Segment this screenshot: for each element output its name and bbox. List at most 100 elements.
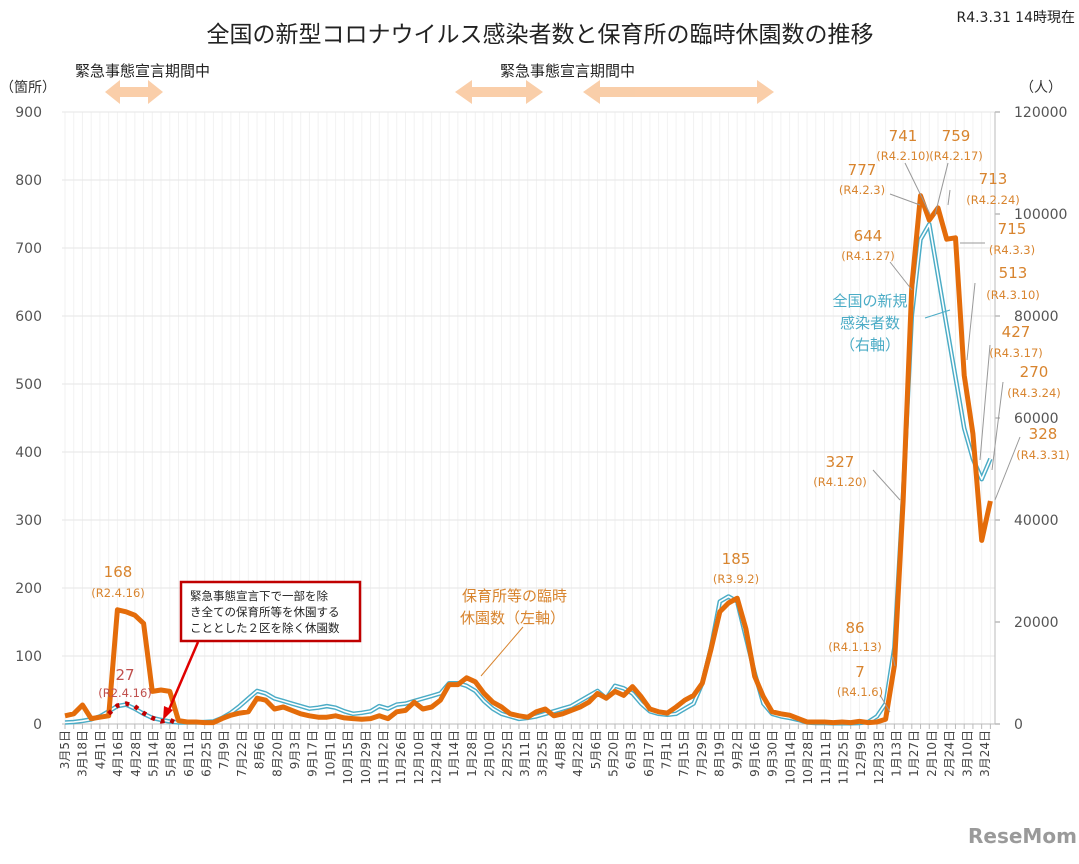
callout-text: き全ての保育所等を休園する <box>190 605 340 619</box>
left-tick-label: 200 <box>15 581 42 597</box>
left-tick-label: 900 <box>15 105 42 121</box>
x-tick-label: 4月22日 <box>571 730 585 777</box>
x-tick-label: 3月18日 <box>76 730 90 777</box>
cases-series-label: （右軸） <box>840 336 900 354</box>
data-label-value: 513 <box>999 264 1028 282</box>
x-tick-label: 2月24日 <box>943 730 957 777</box>
x-tick-label: 9月30日 <box>766 730 780 777</box>
x-tick-label: 5月20日 <box>606 730 620 777</box>
x-tick-label: 11月11日 <box>819 730 833 785</box>
data-label-value: 713 <box>979 170 1008 188</box>
data-label-date: (R4.1.13) <box>828 640 882 654</box>
data-label-value: 185 <box>722 550 751 568</box>
right-axis-unit: （人） <box>1020 80 1062 96</box>
data-label-value: 427 <box>1002 323 1031 341</box>
x-tick-label: 5月28日 <box>164 730 178 777</box>
x-tick-label: 6月25日 <box>200 730 214 777</box>
data-label-date: (R2.4.16) <box>91 586 145 600</box>
logo: ReseMom <box>968 824 1077 848</box>
x-tick-label: 3月11日 <box>518 730 532 777</box>
left-tick-label: 500 <box>15 377 42 393</box>
x-tick-label: 3月24日 <box>978 730 992 777</box>
x-tick-label: 8月20日 <box>270 730 284 777</box>
data-label-value: 86 <box>845 619 864 637</box>
data-label-date: (R4.3.10) <box>986 288 1040 302</box>
emergency-period-arrows <box>105 80 774 104</box>
cases-series-label: 感染者数 <box>840 314 900 332</box>
as-of-date: R4.3.31 14時現在 <box>956 10 1075 26</box>
x-tick-label: 4月16日 <box>111 730 125 777</box>
data-label-date: (R3.9.2) <box>713 572 759 586</box>
x-tick-label: 10月15日 <box>341 730 355 785</box>
left-axis-unit: （箇所） <box>0 79 56 96</box>
data-label-date: (R4.3.3) <box>989 243 1035 257</box>
x-tick-label: 6月3日 <box>624 730 638 769</box>
x-tick-label: 10月28日 <box>801 730 815 785</box>
x-tick-label: 9月3日 <box>288 730 302 769</box>
x-tick-label: 3月10日 <box>960 730 974 777</box>
x-tick-label: 4月8日 <box>553 730 567 769</box>
data-label-leader <box>992 382 1003 470</box>
right-tick-label: 0 <box>1014 717 1023 733</box>
data-label-value: 328 <box>1029 425 1058 443</box>
x-tick-label: 12月23日 <box>872 730 886 785</box>
data-label-leader <box>935 163 948 215</box>
x-tick-label: 10月14日 <box>783 730 797 785</box>
double-arrow-icon <box>105 80 163 104</box>
x-tick-label: 10月1日 <box>323 730 337 777</box>
x-tick-label: 4月28日 <box>129 730 143 777</box>
data-label-date: (R2.4.16) <box>98 686 152 700</box>
callout-arrow <box>168 642 198 712</box>
x-tick-label: 9月2日 <box>730 730 744 769</box>
data-label-value: 777 <box>848 161 877 179</box>
x-tick-label: 7月1日 <box>660 730 674 769</box>
left-tick-label: 800 <box>15 173 42 189</box>
emergency-period-label-2: 緊急事態宣言期間中 <box>500 62 635 80</box>
x-tick-label: 1月13日 <box>890 730 904 777</box>
x-tick-label: 6月11日 <box>182 730 196 777</box>
right-tick-label: 120000 <box>1014 105 1067 121</box>
data-label-leader <box>995 437 1020 500</box>
data-label-date: (R4.2.3) <box>839 183 885 197</box>
x-tick-label: 11月26日 <box>394 730 408 785</box>
x-tick-label: 3月25日 <box>536 730 550 777</box>
x-tick-label: 9月17日 <box>306 730 320 777</box>
x-tick-label: 10月29日 <box>359 730 373 785</box>
x-tick-label: 6月17日 <box>642 730 656 777</box>
x-tick-label: 2月10日 <box>483 730 497 777</box>
double-arrow-icon <box>455 80 543 104</box>
callout-text: こととした２区を除く休園数 <box>190 621 340 635</box>
data-label-leader <box>948 190 950 205</box>
data-label-date: (R4.1.20) <box>813 475 867 489</box>
x-tick-label: 5月14日 <box>146 730 160 777</box>
x-tick-label: 3月5日 <box>58 730 72 769</box>
nursery-series-label: 休園数（左軸） <box>460 609 565 627</box>
data-label-value: 741 <box>889 127 918 145</box>
left-tick-label: 600 <box>15 309 42 325</box>
x-tick-label: 8月6日 <box>253 730 267 769</box>
data-label-leader <box>967 283 975 360</box>
data-label-value: 168 <box>104 563 133 581</box>
data-label-leader <box>890 262 912 290</box>
x-tick-label: 2月10日 <box>925 730 939 777</box>
data-label-value: 327 <box>826 453 855 471</box>
right-tick-label: 20000 <box>1014 615 1059 631</box>
data-label-date: (R4.3.31) <box>1016 448 1070 462</box>
nursery-series-label: 保育所等の臨時 <box>462 587 567 605</box>
right-tick-label: 40000 <box>1014 513 1059 529</box>
x-tick-label: 12月24日 <box>430 730 444 785</box>
x-tick-label: 7月29日 <box>695 730 709 777</box>
left-tick-label: 0 <box>33 717 42 733</box>
emergency-period-label-1: 緊急事態宣言期間中 <box>75 62 210 80</box>
x-tick-label: 7月15日 <box>677 730 691 777</box>
data-label-date: (R4.2.24) <box>966 193 1020 207</box>
data-label-date: (R4.2.17) <box>929 149 983 163</box>
left-tick-label: 100 <box>15 649 42 665</box>
data-label-value: 270 <box>1020 363 1049 381</box>
data-label-date: (R4.2.10) <box>876 149 930 163</box>
left-tick-label: 400 <box>15 445 42 461</box>
x-tick-label: 2月25日 <box>500 730 514 777</box>
data-label-date: (R4.1.27) <box>841 249 895 263</box>
